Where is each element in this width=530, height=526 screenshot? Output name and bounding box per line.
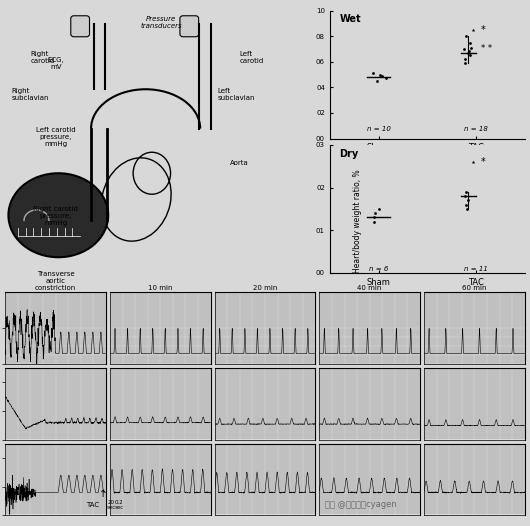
Point: [469, 26, 478, 34]
Text: *: *: [481, 25, 485, 35]
Point: [461, 192, 470, 200]
Text: n = 18: n = 18: [464, 126, 488, 132]
Text: 0.2
sec: 0.2 sec: [114, 500, 124, 510]
Text: Pressure
transducers: Pressure transducers: [140, 16, 182, 29]
Title: 60 min: 60 min: [462, 285, 487, 291]
Text: Right carotid
pressure,
mmHg: Right carotid pressure, mmHg: [33, 206, 78, 226]
Text: 知乎 @赛业生物cyagen: 知乎 @赛业生物cyagen: [324, 500, 396, 510]
Point: [369, 213, 378, 221]
Text: Left
carotid: Left carotid: [239, 51, 263, 64]
Text: TAC: TAC: [86, 502, 99, 508]
Point: [462, 188, 471, 196]
Text: n = 11: n = 11: [464, 266, 488, 272]
Text: Aorta: Aorta: [230, 160, 249, 166]
Title: Transverse
aortic
constriction: Transverse aortic constriction: [35, 270, 76, 291]
Point: [462, 32, 470, 41]
Text: * *: * *: [481, 44, 492, 54]
Title: 10 min: 10 min: [148, 285, 173, 291]
Point: [461, 59, 470, 67]
Point: [466, 44, 475, 52]
Text: n = 10: n = 10: [367, 126, 391, 132]
Text: Right
subclavian: Right subclavian: [12, 88, 49, 101]
Point: [463, 205, 472, 213]
Text: Wet: Wet: [340, 14, 361, 24]
Point: [464, 196, 473, 205]
Point: [371, 209, 379, 217]
Point: [462, 200, 471, 209]
FancyBboxPatch shape: [180, 16, 199, 37]
Point: [466, 51, 474, 59]
Point: [378, 72, 386, 80]
Point: [375, 205, 383, 213]
Text: Dry: Dry: [340, 149, 359, 159]
Text: ECG,
mV: ECG, mV: [47, 57, 64, 69]
Point: [465, 47, 473, 56]
Text: ↑: ↑: [99, 489, 108, 500]
Point: [373, 77, 381, 85]
Text: n = 6: n = 6: [369, 266, 388, 272]
Text: Left
subclavian: Left subclavian: [217, 88, 255, 101]
Point: [369, 218, 378, 226]
Point: [369, 69, 377, 77]
Text: Left carotid
pressure,
mmHg: Left carotid pressure, mmHg: [36, 127, 75, 147]
Point: [461, 55, 469, 63]
Text: 20
sec: 20 sec: [107, 500, 116, 510]
Point: [460, 45, 469, 53]
Point: [381, 74, 390, 83]
Point: [466, 38, 474, 47]
Title: 20 min: 20 min: [253, 285, 277, 291]
Point: [469, 158, 478, 166]
Point: [376, 70, 384, 79]
Text: Heart/body weight ratio, %: Heart/body weight ratio, %: [354, 169, 362, 273]
Circle shape: [8, 173, 108, 257]
FancyBboxPatch shape: [71, 16, 90, 37]
Text: Right
carotid: Right carotid: [30, 51, 55, 64]
Text: *: *: [481, 157, 485, 167]
Title: 40 min: 40 min: [358, 285, 382, 291]
Point: [464, 48, 473, 57]
